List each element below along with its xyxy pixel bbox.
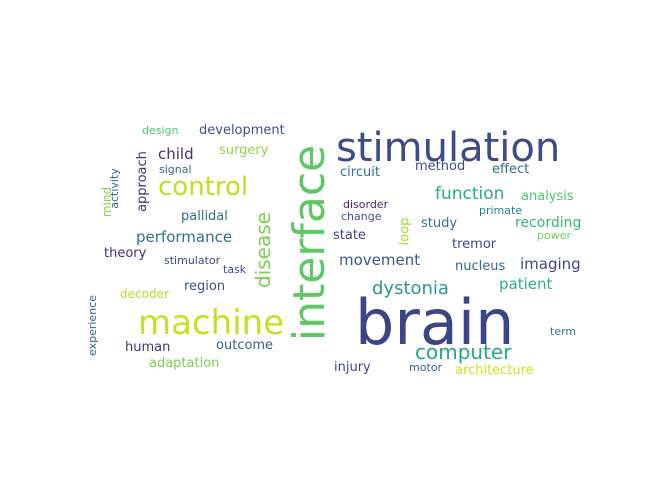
word-machine: machine [138,303,285,343]
word-change: change [341,210,382,223]
word-loop: loop [397,217,413,246]
word-nucleus: nucleus [455,259,506,274]
word-stimulation: stimulation [336,125,561,171]
word-state: state [333,228,366,243]
word-stimulator: stimulator [164,254,221,267]
word-recording: recording [515,215,582,231]
word-primate: primate [479,204,523,217]
word-injury: injury [334,360,371,375]
word-performance: performance [136,228,233,246]
word-architecture: architecture [455,363,534,378]
word-disease: disease [250,212,275,288]
word-function: function [435,184,505,204]
word-effect: effect [492,162,530,177]
word-region: region [184,279,226,294]
word-adaptation: adaptation [149,356,220,371]
word-method: method [415,159,466,174]
word-tremor: tremor [452,237,497,252]
word-child: child [158,145,194,163]
word-movement: movement [339,251,421,269]
word-design: design [142,124,179,137]
word-experience: experience [85,295,99,356]
word-computer: computer [415,340,512,364]
word-term: term [550,325,577,338]
word-control: control [158,172,249,202]
word-outcome: outcome [216,338,274,353]
word-circuit: circuit [340,165,380,180]
word-theory: theory [104,246,147,261]
word-analysis: analysis [521,189,574,204]
word-interface: interface [284,144,336,342]
word-task: task [223,263,247,276]
word-surgery: surgery [219,143,269,158]
word-power: power [537,229,571,242]
word-human: human [125,340,171,355]
word-mind: mind [100,186,115,218]
word-study: study [421,216,458,231]
word-pallidal: pallidal [181,209,228,224]
word-brain: brain [355,286,515,359]
word-decoder: decoder [120,287,169,301]
word-disorder: disorder [343,198,389,211]
word-patient: patient [499,275,553,293]
word-imaging: imaging [520,255,581,273]
word-dystonia: dystonia [372,278,449,299]
word-signal: signal [159,163,192,176]
word-approach: approach [134,151,150,212]
word-development: development [199,123,285,138]
word-motor: motor [409,361,443,374]
